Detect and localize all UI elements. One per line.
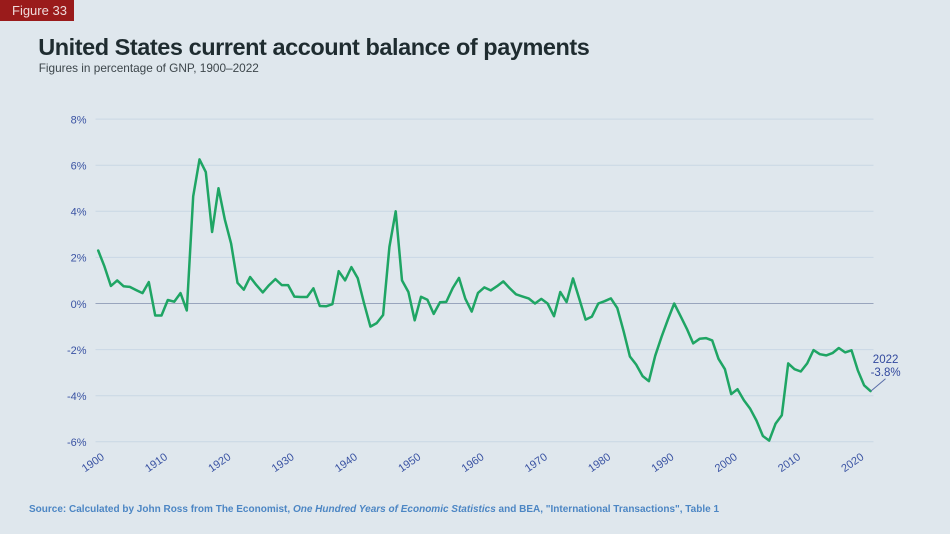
svg-text:0%: 0% bbox=[71, 299, 87, 311]
svg-text:1910: 1910 bbox=[143, 451, 170, 475]
svg-text:1960: 1960 bbox=[460, 451, 487, 475]
svg-text:1980: 1980 bbox=[586, 451, 613, 475]
svg-text:-6%: -6% bbox=[67, 437, 87, 449]
svg-text:2022: 2022 bbox=[873, 354, 899, 366]
svg-text:6%: 6% bbox=[71, 161, 87, 173]
svg-text:1940: 1940 bbox=[333, 451, 360, 475]
svg-text:1930: 1930 bbox=[270, 451, 297, 475]
svg-text:2000: 2000 bbox=[713, 451, 740, 475]
svg-text:-3.8%: -3.8% bbox=[871, 367, 901, 379]
svg-text:1920: 1920 bbox=[206, 451, 233, 475]
svg-text:-4%: -4% bbox=[67, 391, 87, 403]
svg-text:8%: 8% bbox=[71, 114, 87, 126]
svg-text:1950: 1950 bbox=[396, 451, 423, 475]
svg-text:2020: 2020 bbox=[839, 451, 866, 475]
svg-text:2010: 2010 bbox=[776, 451, 803, 475]
svg-text:4%: 4% bbox=[71, 207, 87, 219]
svg-text:1970: 1970 bbox=[523, 451, 550, 475]
svg-text:1900: 1900 bbox=[80, 451, 107, 475]
svg-text:-2%: -2% bbox=[67, 345, 87, 357]
svg-text:1990: 1990 bbox=[649, 451, 676, 475]
svg-text:2%: 2% bbox=[71, 253, 87, 265]
